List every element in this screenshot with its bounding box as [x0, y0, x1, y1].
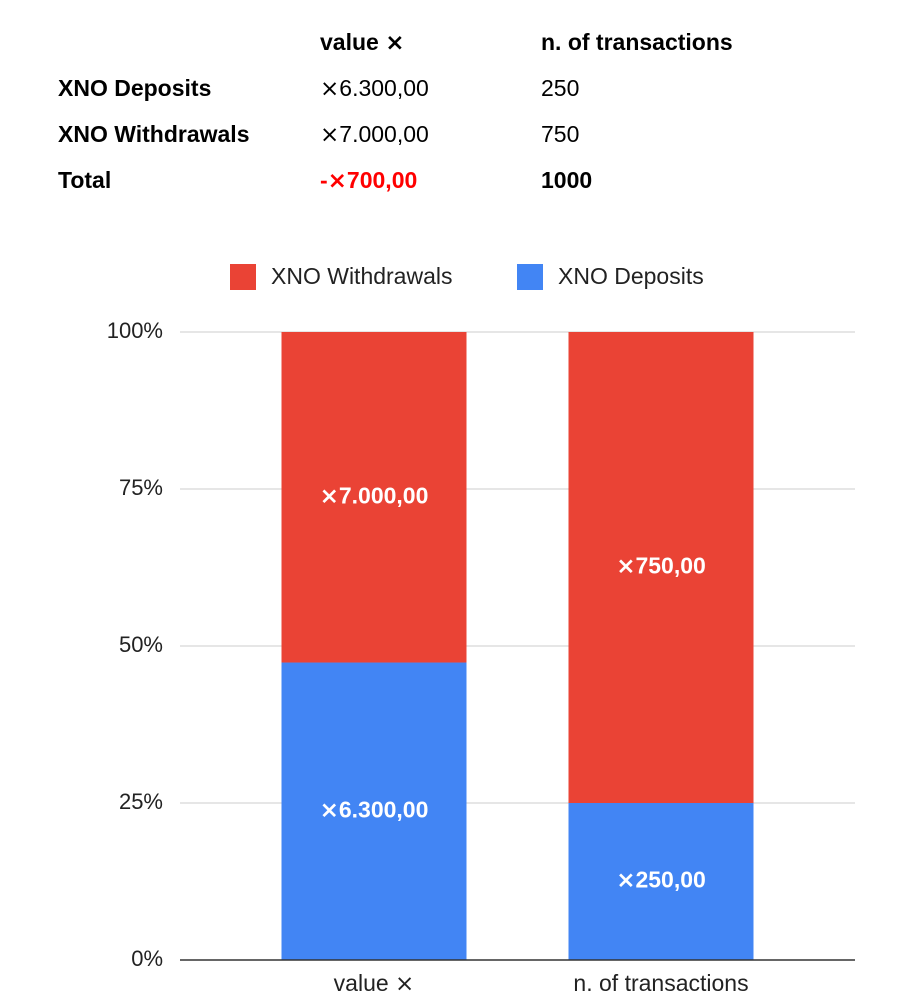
y-tick-label: 75%: [119, 475, 163, 500]
bar-xno-withdrawals-1: [568, 332, 754, 803]
table-cell-deposits-value: ⨯6.300,00: [320, 75, 429, 101]
table-row-label-deposits: XNO Deposits: [58, 75, 212, 101]
data-label: ⨯7.000,00: [320, 482, 429, 508]
table-cell-total-value: -⨯700,00: [320, 167, 418, 193]
bar-xno-withdrawals-0: [281, 332, 467, 663]
legend-swatch-xno-withdrawals: [230, 264, 256, 290]
legend-swatch-xno-deposits: [517, 264, 543, 290]
y-tick-label: 0%: [131, 946, 163, 971]
y-tick-label: 25%: [119, 789, 163, 814]
legend-label: XNO Withdrawals: [271, 263, 452, 289]
table-cell-deposits-count: 250: [541, 75, 580, 101]
table-cell-total-count: 1000: [541, 167, 593, 193]
y-tick-label: 50%: [119, 632, 163, 657]
legend-label: XNO Deposits: [558, 263, 704, 289]
table-header-count: n. of transactions: [541, 29, 733, 55]
y-tick-label: 100%: [107, 318, 163, 343]
summary-table: value ⨯ n. of transactions XNO Deposits …: [0, 0, 900, 210]
bar-xno-deposits-1: [568, 803, 754, 960]
bar-xno-deposits-0: [281, 662, 467, 960]
table-row-label-total: Total: [58, 167, 112, 193]
table-row-label-withdrawals: XNO Withdrawals: [58, 121, 250, 147]
data-label: ⨯6.300,00: [320, 796, 429, 822]
x-tick-label: value ⨯: [334, 970, 415, 996]
table-header-value: value ⨯: [320, 29, 405, 55]
x-tick-label: n. of transactions: [573, 970, 748, 996]
table-cell-withdrawals-value: ⨯7.000,00: [320, 121, 429, 147]
data-label: ⨯250,00: [616, 867, 706, 893]
table-cell-withdrawals-count: 750: [541, 121, 580, 147]
data-label: ⨯750,00: [616, 553, 706, 579]
